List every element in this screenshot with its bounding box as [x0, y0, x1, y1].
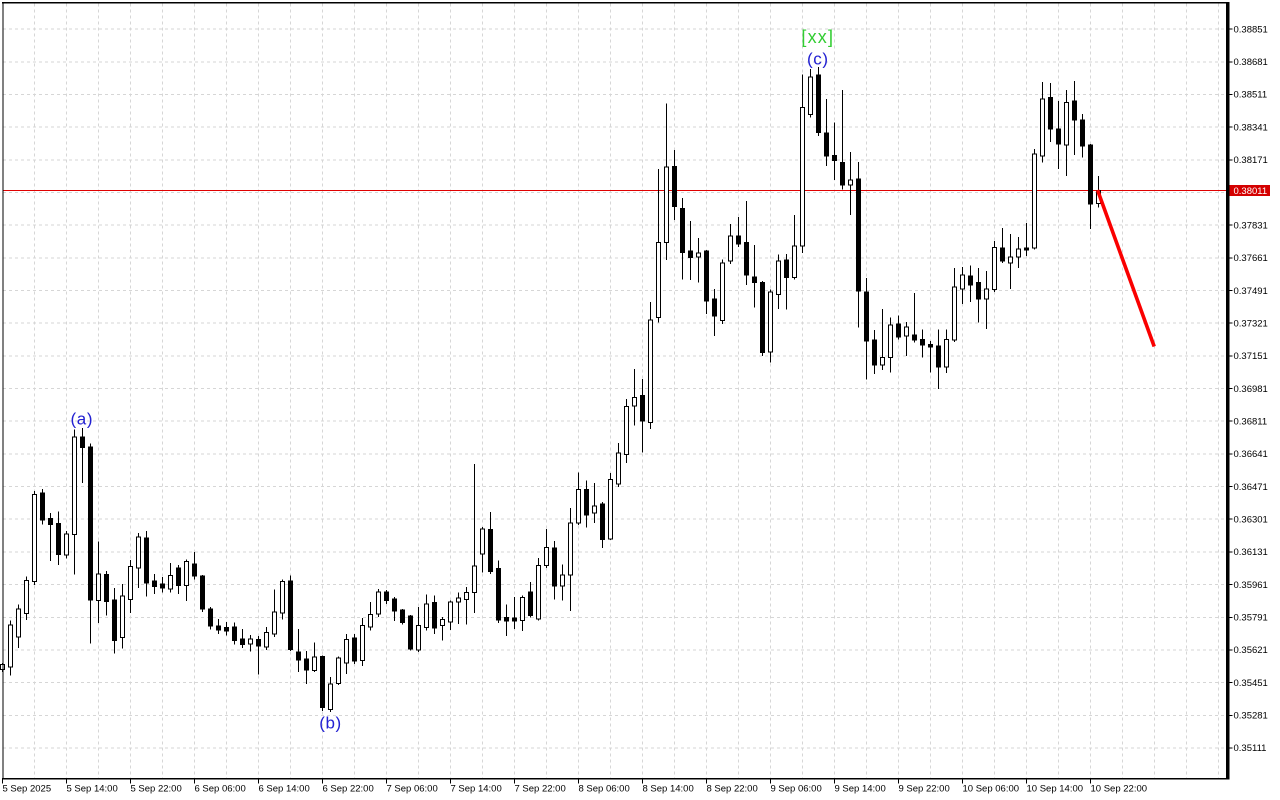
svg-text:9 Sep 22:00: 9 Sep 22:00 — [899, 784, 950, 795]
svg-text:7 Sep 14:00: 7 Sep 14:00 — [451, 784, 502, 795]
svg-text:[xx]: [xx] — [801, 27, 834, 47]
svg-text:0.35111: 0.35111 — [1234, 743, 1267, 754]
svg-text:0.37491: 0.37491 — [1234, 286, 1268, 297]
svg-text:0.36471: 0.36471 — [1234, 482, 1268, 493]
svg-text:0.38851: 0.38851 — [1234, 24, 1268, 35]
svg-text:10 Sep 22:00: 10 Sep 22:00 — [1091, 784, 1148, 795]
svg-text:0.36131: 0.36131 — [1234, 547, 1268, 558]
svg-text:0.38011: 0.38011 — [1234, 186, 1268, 197]
svg-text:0.35281: 0.35281 — [1234, 711, 1268, 722]
svg-text:9 Sep 14:00: 9 Sep 14:00 — [835, 784, 886, 795]
svg-text:0.35621: 0.35621 — [1234, 645, 1268, 656]
svg-text:0.36641: 0.36641 — [1234, 449, 1268, 460]
svg-text:6 Sep 06:00: 6 Sep 06:00 — [195, 784, 246, 795]
svg-text:0.38341: 0.38341 — [1234, 122, 1268, 133]
svg-text:5 Sep 2025: 5 Sep 2025 — [3, 784, 52, 795]
svg-text:0.37151: 0.37151 — [1234, 351, 1268, 362]
svg-text:8 Sep 14:00: 8 Sep 14:00 — [643, 784, 694, 795]
svg-text:0.35791: 0.35791 — [1234, 613, 1268, 624]
svg-text:8 Sep 22:00: 8 Sep 22:00 — [707, 784, 758, 795]
svg-text:0.35961: 0.35961 — [1234, 580, 1268, 591]
svg-text:10 Sep 06:00: 10 Sep 06:00 — [963, 784, 1020, 795]
svg-text:5 Sep 14:00: 5 Sep 14:00 — [67, 784, 118, 795]
svg-text:8 Sep 06:00: 8 Sep 06:00 — [579, 784, 630, 795]
svg-text:0.36301: 0.36301 — [1234, 515, 1268, 526]
svg-text:6 Sep 22:00: 6 Sep 22:00 — [323, 784, 374, 795]
svg-text:0.37831: 0.37831 — [1234, 220, 1268, 231]
svg-text:0.37321: 0.37321 — [1234, 318, 1268, 329]
svg-text:6 Sep 14:00: 6 Sep 14:00 — [259, 784, 310, 795]
svg-text:9 Sep 06:00: 9 Sep 06:00 — [771, 784, 822, 795]
svg-text:5 Sep 22:00: 5 Sep 22:00 — [131, 784, 182, 795]
svg-text:0.36811: 0.36811 — [1234, 416, 1268, 427]
svg-text:(c): (c) — [807, 50, 829, 69]
svg-text:0.38681: 0.38681 — [1234, 57, 1268, 68]
svg-text:0.37661: 0.37661 — [1234, 253, 1268, 264]
svg-text:7 Sep 06:00: 7 Sep 06:00 — [387, 784, 438, 795]
svg-text:0.35451: 0.35451 — [1234, 678, 1268, 689]
svg-text:10 Sep 14:00: 10 Sep 14:00 — [1027, 784, 1084, 795]
svg-text:7 Sep 22:00: 7 Sep 22:00 — [515, 784, 566, 795]
svg-text:0.38511: 0.38511 — [1234, 90, 1268, 101]
svg-text:0.38171: 0.38171 — [1234, 155, 1268, 166]
svg-text:(b): (b) — [319, 714, 342, 733]
svg-text:(a): (a) — [71, 410, 94, 429]
svg-text:0.36981: 0.36981 — [1234, 384, 1268, 395]
